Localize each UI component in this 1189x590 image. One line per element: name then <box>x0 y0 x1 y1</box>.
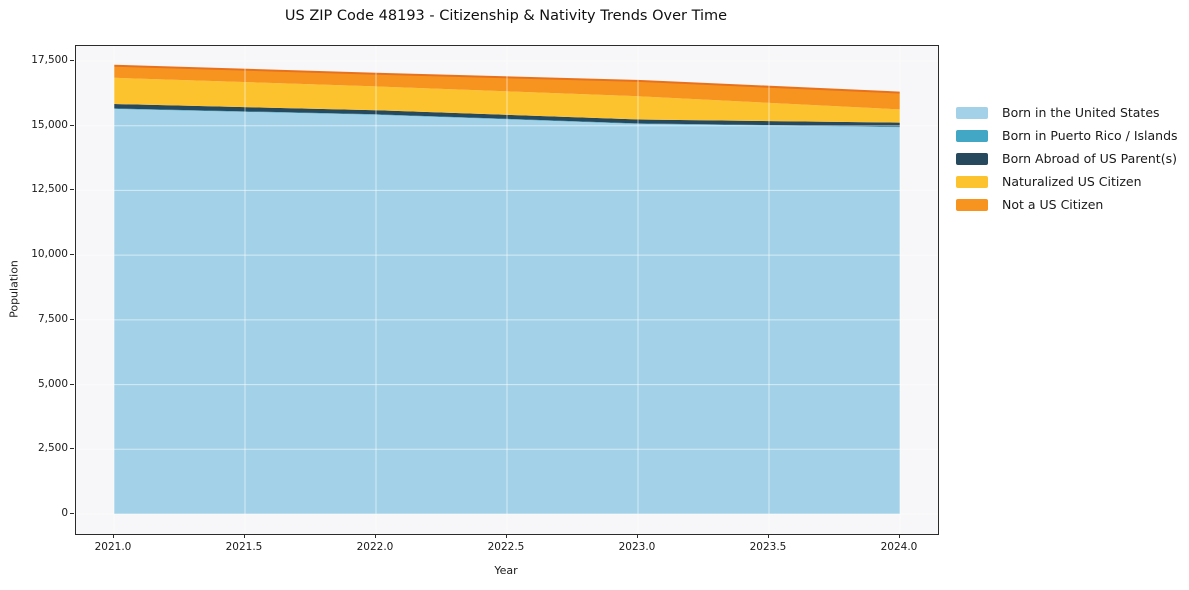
legend-row-2: Born Abroad of US Parent(s) <box>956 147 1178 170</box>
x-tick-label: 2024.0 <box>880 541 918 553</box>
x-tick-mark <box>899 534 900 538</box>
y-tick-label: 17,500 <box>31 54 68 66</box>
legend-swatch-icon <box>956 175 988 188</box>
legend-label: Born in the United States <box>1002 105 1160 120</box>
x-axis-label: Year <box>494 564 518 577</box>
legend-row-4: Not a US Citizen <box>956 193 1178 216</box>
x-tick-label: 2021.0 <box>94 541 132 553</box>
legend-swatch-icon <box>956 152 988 165</box>
y-tick-label: 5,000 <box>37 377 68 390</box>
y-tick-mark <box>70 318 74 320</box>
plot-svg <box>76 46 938 534</box>
x-tick-mark <box>506 534 507 538</box>
legend-label: Born Abroad of US Parent(s) <box>1002 151 1177 166</box>
legend-row-0: Born in the United States <box>956 101 1178 124</box>
x-tick-mark <box>113 534 114 538</box>
y-tick-mark <box>70 448 74 450</box>
plot-area <box>75 45 939 535</box>
legend-label: Born in Puerto Rico / Islands <box>1002 128 1178 143</box>
legend-label: Not a US Citizen <box>1002 197 1104 212</box>
x-tick-label: 2023.5 <box>749 541 787 553</box>
y-tick-label: 15,000 <box>31 118 68 131</box>
legend-swatch-icon <box>956 198 988 211</box>
legend-swatch-icon <box>956 106 988 119</box>
x-tick-label: 2022.0 <box>356 541 394 553</box>
y-tick-mark <box>70 60 74 61</box>
y-tick-mark <box>70 254 74 256</box>
legend-swatch-icon <box>956 129 988 142</box>
legend-row-3: Naturalized US Citizen <box>956 170 1178 193</box>
chart-title: US ZIP Code 48193 - Citizenship & Nativi… <box>284 8 728 24</box>
y-tick-mark <box>70 513 74 514</box>
y-tick-mark <box>70 383 74 385</box>
x-tick-mark <box>375 534 376 538</box>
y-tick-label: 0 <box>61 507 68 519</box>
x-tick-label: 2022.5 <box>487 541 525 553</box>
area-series-1 <box>114 108 900 128</box>
y-tick-label: 7,500 <box>37 312 68 325</box>
x-tick-mark <box>244 534 245 538</box>
y-tick-label: 2,500 <box>37 442 68 455</box>
y-tick-label: 12,500 <box>31 183 68 196</box>
x-tick-mark <box>768 534 769 538</box>
y-tick-mark <box>70 189 74 191</box>
y-tick-label: 10,000 <box>31 248 68 261</box>
x-tick-label: 2021.5 <box>225 541 263 553</box>
legend-label: Naturalized US Citizen <box>1002 174 1142 189</box>
x-tick-mark <box>637 534 638 538</box>
legend: Born in the United States Born in Puerto … <box>956 101 1178 216</box>
legend-row-1: Born in Puerto Rico / Islands <box>956 124 1178 147</box>
y-tick-mark <box>70 124 74 126</box>
y-axis-label: Population <box>7 260 21 318</box>
x-tick-label: 2023.0 <box>618 541 656 553</box>
